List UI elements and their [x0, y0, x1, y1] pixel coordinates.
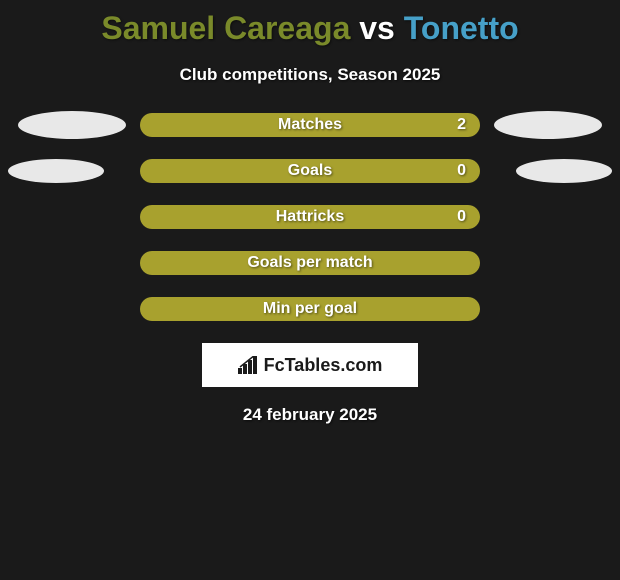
- subtitle: Club competitions, Season 2025: [0, 65, 620, 85]
- stats-container: Matches 2 Goals 0 Hattricks 0 Goals per match M…: [0, 113, 620, 321]
- stat-bar: Goals 0: [140, 159, 480, 183]
- stat-value: 2: [457, 116, 466, 134]
- stat-bar: Min per goal: [140, 297, 480, 321]
- left-ellipse: [18, 111, 126, 139]
- stat-bar: Goals per match: [140, 251, 480, 275]
- stat-label: Min per goal: [263, 300, 357, 318]
- stat-value: 0: [457, 162, 466, 180]
- player2-name: Tonetto: [404, 10, 519, 46]
- stat-row: Matches 2: [0, 113, 620, 137]
- vs-text: vs: [359, 10, 395, 46]
- stat-label: Goals per match: [247, 254, 372, 272]
- left-ellipse: [8, 159, 104, 183]
- stat-label: Goals: [288, 162, 332, 180]
- right-ellipse: [516, 159, 612, 183]
- stat-label: Hattricks: [276, 208, 344, 226]
- stat-row: Goals 0: [0, 159, 620, 183]
- right-ellipse: [494, 111, 602, 139]
- stat-label: Matches: [278, 116, 342, 134]
- logo: FcTables.com: [238, 355, 383, 376]
- date-text: 24 february 2025: [0, 405, 620, 425]
- stat-bar: Matches 2: [140, 113, 480, 137]
- stat-value: 0: [457, 208, 466, 226]
- stat-row: Hattricks 0: [0, 205, 620, 229]
- comparison-title: Samuel Careaga vs Tonetto: [0, 0, 620, 47]
- chart-icon: [238, 356, 260, 374]
- stat-row: Goals per match: [0, 251, 620, 275]
- stat-row: Min per goal: [0, 297, 620, 321]
- player1-name: Samuel Careaga: [101, 10, 350, 46]
- logo-text: FcTables.com: [264, 355, 383, 376]
- stat-bar: Hattricks 0: [140, 205, 480, 229]
- logo-box: FcTables.com: [202, 343, 418, 387]
